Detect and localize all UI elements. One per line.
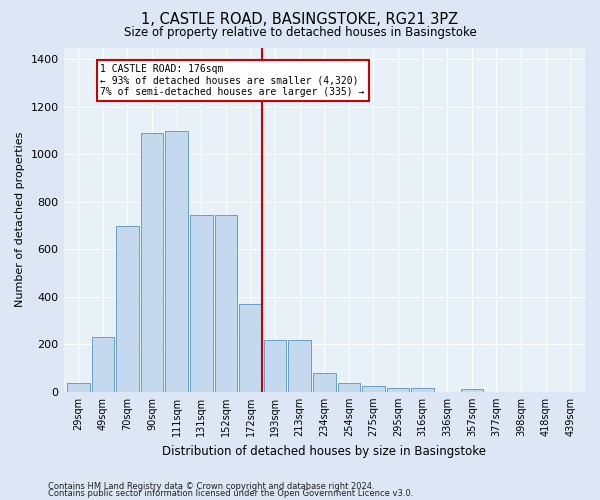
Text: Size of property relative to detached houses in Basingstoke: Size of property relative to detached ho… <box>124 26 476 39</box>
Bar <box>190 215 212 392</box>
Bar <box>215 215 237 392</box>
Y-axis label: Number of detached properties: Number of detached properties <box>15 132 25 308</box>
Bar <box>461 389 483 392</box>
Bar <box>313 373 335 392</box>
Bar <box>166 130 188 392</box>
Bar <box>387 388 409 392</box>
Bar <box>362 386 385 392</box>
Bar <box>338 384 360 392</box>
Bar <box>289 340 311 392</box>
Bar <box>67 384 89 392</box>
Bar <box>239 304 262 392</box>
Bar <box>412 388 434 392</box>
Text: Contains public sector information licensed under the Open Government Licence v3: Contains public sector information licen… <box>48 489 413 498</box>
Bar <box>141 133 163 392</box>
Bar <box>264 340 286 392</box>
Bar <box>116 226 139 392</box>
Text: Contains HM Land Registry data © Crown copyright and database right 2024.: Contains HM Land Registry data © Crown c… <box>48 482 374 491</box>
Text: 1, CASTLE ROAD, BASINGSTOKE, RG21 3PZ: 1, CASTLE ROAD, BASINGSTOKE, RG21 3PZ <box>142 12 458 28</box>
X-axis label: Distribution of detached houses by size in Basingstoke: Distribution of detached houses by size … <box>162 444 486 458</box>
Bar <box>92 337 114 392</box>
Text: 1 CASTLE ROAD: 176sqm
← 93% of detached houses are smaller (4,320)
7% of semi-de: 1 CASTLE ROAD: 176sqm ← 93% of detached … <box>100 64 365 98</box>
